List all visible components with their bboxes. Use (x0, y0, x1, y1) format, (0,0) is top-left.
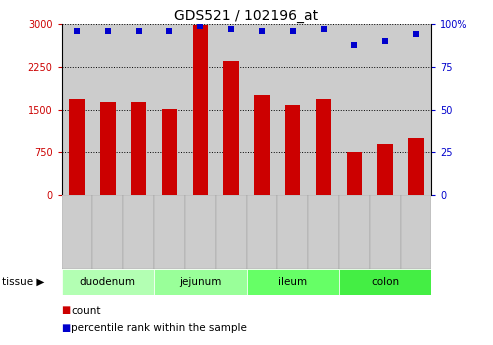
Bar (308, 195, 339, 269)
Bar (154, 269, 246, 295)
Bar (185, 24, 216, 195)
Point (196, 23, 204, 29)
Bar (370, 24, 400, 195)
Bar (162, 109, 177, 195)
Bar (216, 195, 246, 269)
Text: ■: ■ (62, 323, 71, 333)
Point (351, 42, 358, 47)
Bar (123, 24, 154, 195)
Bar (370, 195, 400, 269)
Bar (93, 195, 123, 269)
Bar (154, 195, 185, 269)
Point (104, 28, 112, 34)
Point (73, 28, 81, 34)
Point (166, 28, 174, 34)
Bar (70, 99, 85, 195)
Bar (154, 24, 185, 195)
Point (227, 27, 235, 32)
Bar (246, 195, 277, 269)
Bar (277, 24, 308, 195)
Bar (216, 24, 246, 195)
Bar (185, 195, 216, 269)
Bar (339, 269, 431, 295)
Bar (100, 102, 115, 195)
Bar (378, 144, 393, 195)
Bar (339, 24, 370, 195)
Text: ■: ■ (62, 306, 71, 315)
Text: jejunum: jejunum (179, 277, 221, 287)
Bar (408, 138, 423, 195)
Bar (62, 195, 93, 269)
Point (412, 32, 420, 37)
Bar (347, 152, 362, 195)
Bar (400, 24, 431, 195)
Point (289, 28, 297, 34)
Bar (339, 195, 370, 269)
Point (258, 28, 266, 34)
Title: GDS521 / 102196_at: GDS521 / 102196_at (175, 9, 318, 23)
Text: duodenum: duodenum (80, 277, 136, 287)
Text: colon: colon (371, 277, 399, 287)
Point (135, 28, 142, 34)
Bar (223, 61, 239, 195)
Bar (285, 105, 300, 195)
Bar (193, 25, 208, 195)
Bar (131, 101, 146, 195)
Point (319, 27, 327, 32)
Bar (316, 99, 331, 195)
Bar (123, 195, 154, 269)
Text: tissue ▶: tissue ▶ (2, 277, 45, 287)
Bar (246, 24, 277, 195)
Bar (308, 24, 339, 195)
Text: ileum: ileum (278, 277, 307, 287)
Text: count: count (71, 306, 101, 315)
Bar (62, 24, 93, 195)
Bar (254, 95, 270, 195)
Point (381, 38, 389, 44)
Bar (400, 195, 431, 269)
Bar (62, 269, 154, 295)
Text: percentile rank within the sample: percentile rank within the sample (71, 323, 247, 333)
Bar (246, 269, 339, 295)
Bar (277, 195, 308, 269)
Bar (93, 24, 123, 195)
